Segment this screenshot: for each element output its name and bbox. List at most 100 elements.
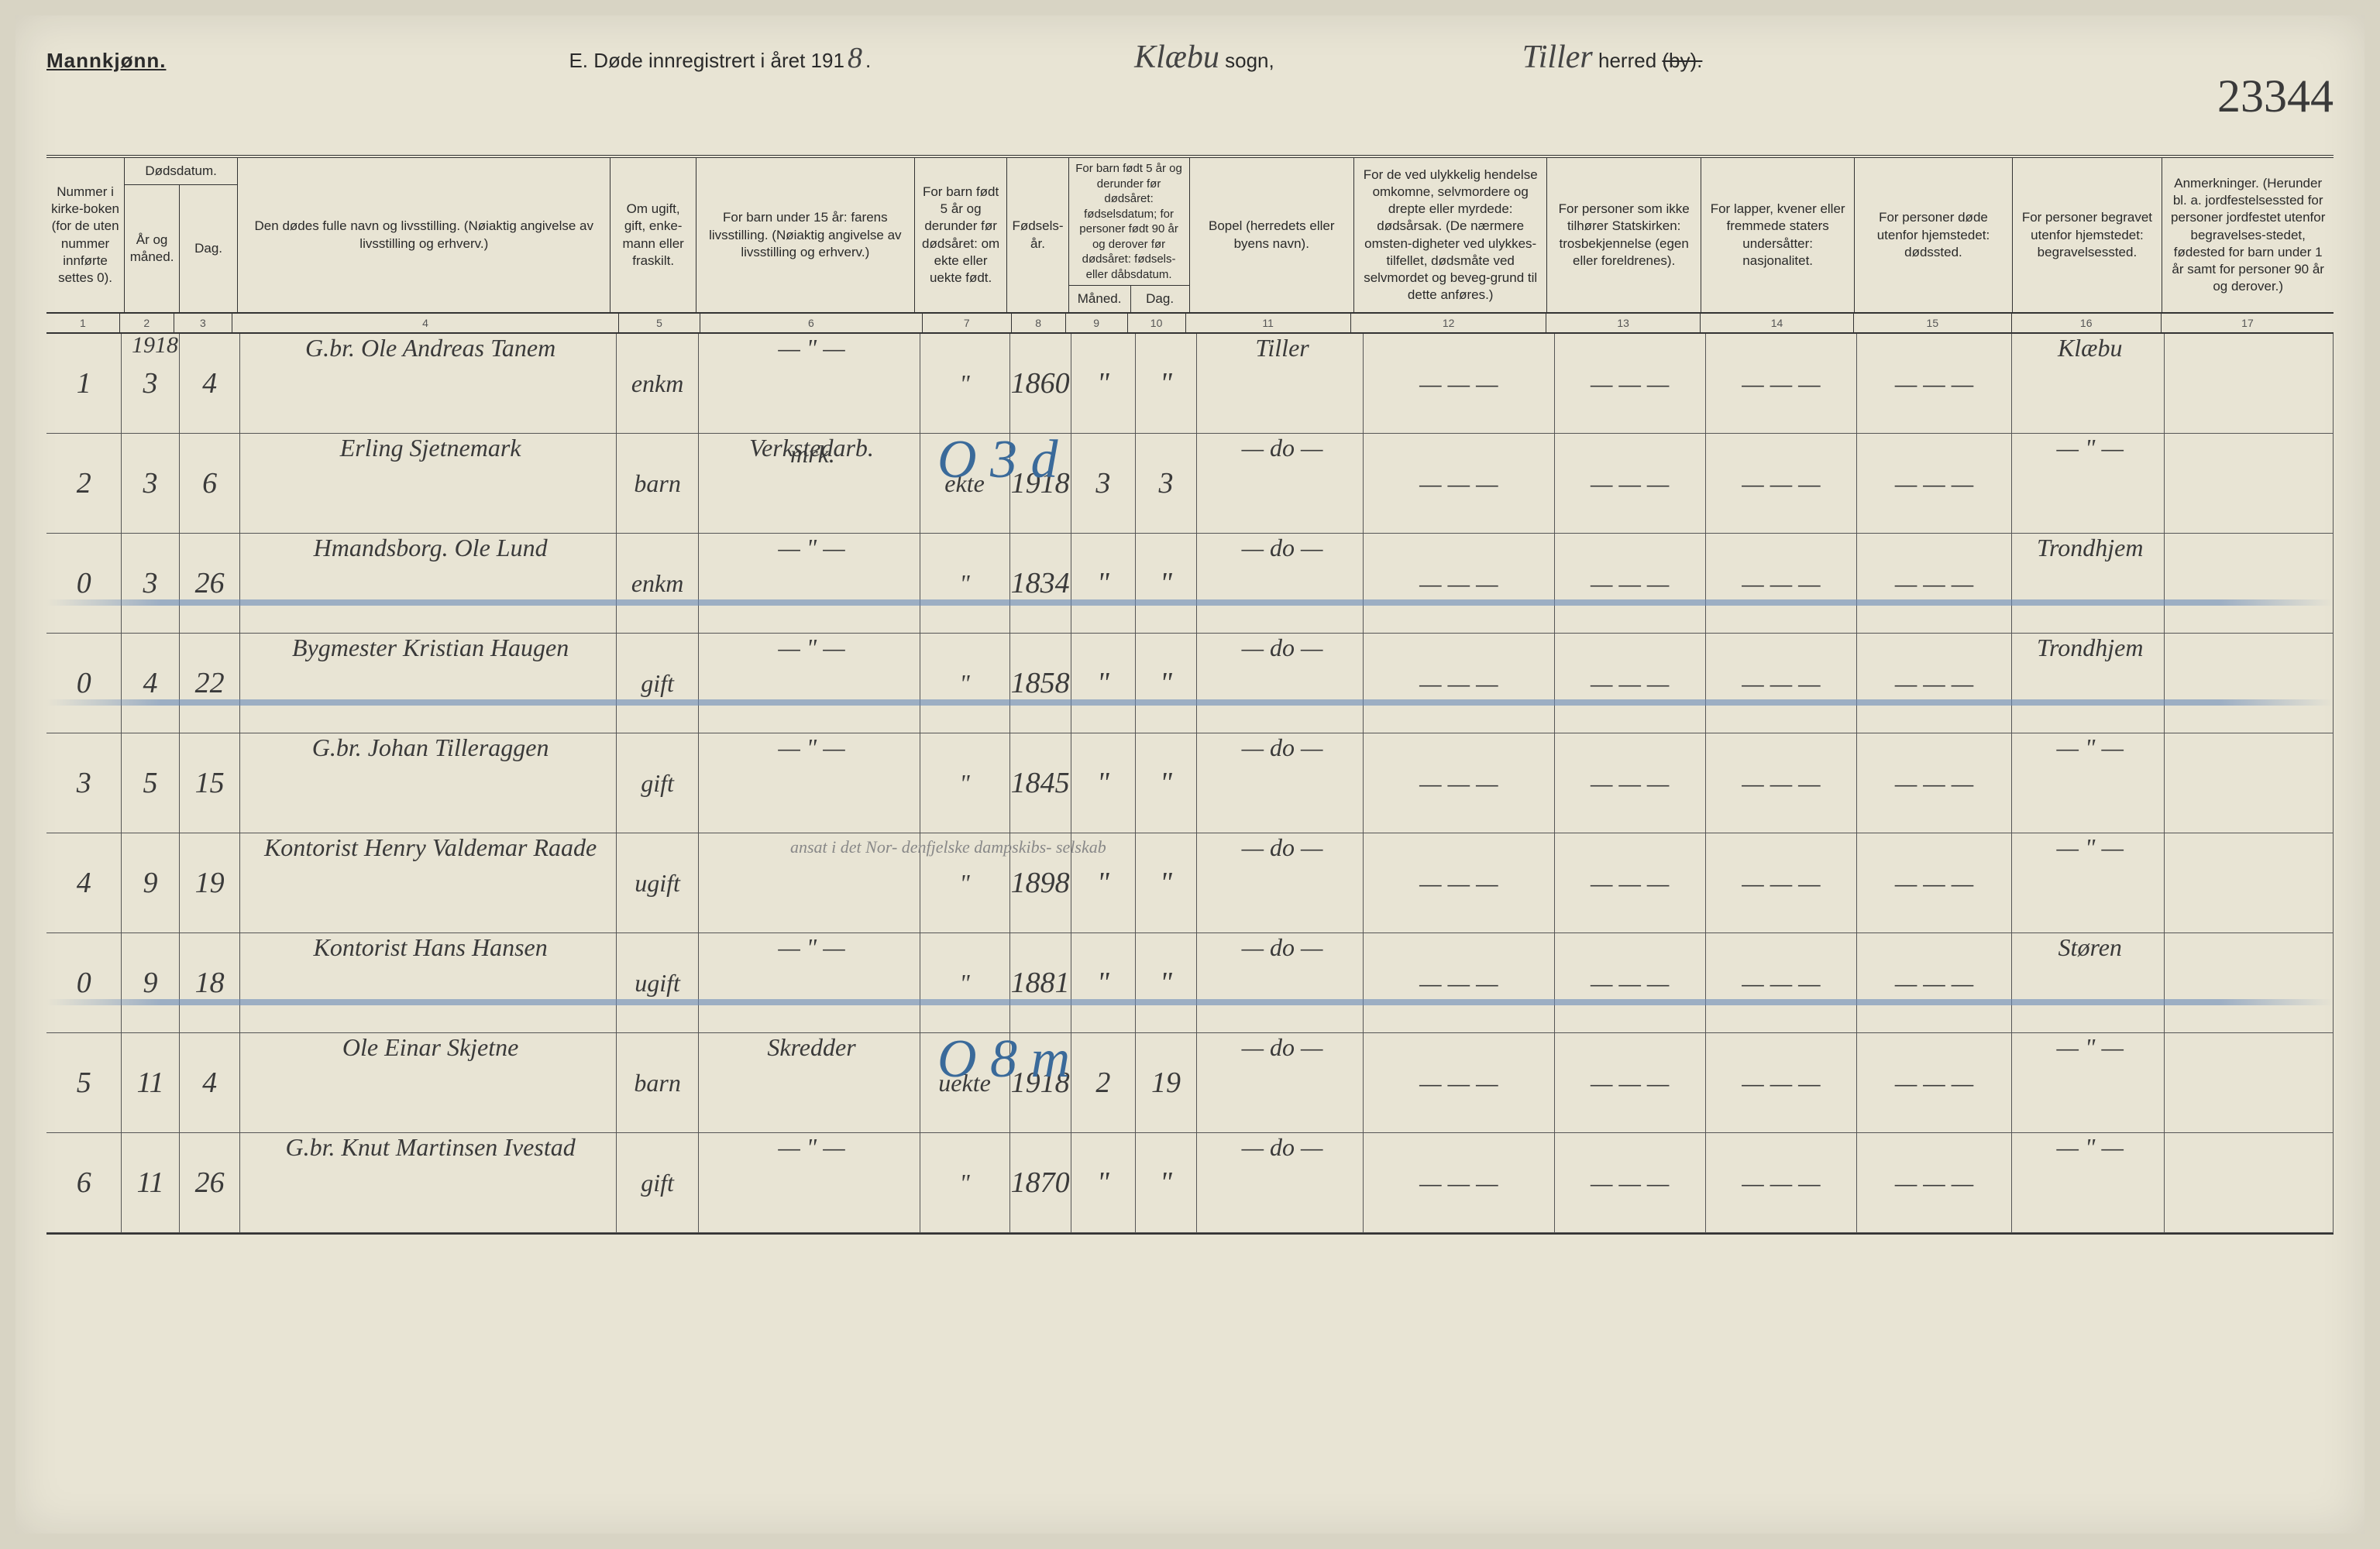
cell: 2 xyxy=(46,434,122,533)
cell: 1858 xyxy=(1010,634,1071,733)
colnum: 12 xyxy=(1351,314,1547,332)
cell: 3 xyxy=(46,733,122,833)
colnum: 16 xyxy=(2012,314,2162,332)
ledger-page: Mannkjønn. E. Døde innregistrert i året … xyxy=(15,15,2365,1534)
cell: — — — xyxy=(1555,1133,1706,1232)
cell: — — — xyxy=(1706,933,1857,1032)
col-header: Den dødes fulle navn og livsstilling. (N… xyxy=(238,158,610,312)
cell: 4 xyxy=(122,634,179,733)
col-header: Nummer i kirke-boken (for de uten nummer… xyxy=(46,158,125,312)
cell: 1834 xyxy=(1010,534,1071,633)
table-row: 1918134G.br. Ole Andreas Tanemenkm— " —"… xyxy=(46,334,2334,434)
cell: 1870 xyxy=(1010,1133,1071,1232)
cell: " xyxy=(920,933,1010,1032)
cell: 4 xyxy=(180,334,241,433)
cell: 6 xyxy=(46,1133,122,1232)
col-header: For de ved ulykkelig hendelse omkomne, s… xyxy=(1354,158,1547,312)
col-header: Dag. xyxy=(180,185,237,312)
cell: — — — xyxy=(1706,733,1857,833)
cell: 9 xyxy=(122,833,179,932)
faint-note: ansat i det Nor- denfjelske dampskibs- s… xyxy=(790,838,1106,857)
cell: — — — xyxy=(1857,534,2012,633)
cell: 0 xyxy=(46,933,122,1032)
cell: " xyxy=(1071,334,1137,433)
cell: " xyxy=(920,634,1010,733)
cell: — — — xyxy=(1364,334,1554,433)
cell: — " — xyxy=(699,334,920,433)
cell: " xyxy=(920,534,1010,633)
cell: 3 xyxy=(122,534,179,633)
cell xyxy=(2165,534,2334,633)
cell: 3 xyxy=(1136,434,1197,533)
cell: — do — xyxy=(1197,534,1364,633)
col-header: For barn født 5 år og derunder før dødså… xyxy=(1069,158,1189,286)
cell: G.br. Johan Tilleraggen xyxy=(240,733,616,833)
cell: — — — xyxy=(1706,634,1857,733)
cell: " xyxy=(1136,833,1197,932)
cell: 3 xyxy=(122,434,179,533)
cell xyxy=(2165,434,2334,533)
cell: Kontorist Hans Hansen xyxy=(240,933,616,1032)
cell: — " — xyxy=(2012,1033,2165,1132)
cell: — — — xyxy=(1364,1033,1554,1132)
cell: — " — xyxy=(2012,733,2165,833)
table-row: 61126G.br. Knut Martinsen Ivestadgift— "… xyxy=(46,1133,2334,1233)
cell: — " — xyxy=(699,733,920,833)
col-header-group-date: Dødsdatum. År og måned. Dag. xyxy=(125,158,238,312)
colnum: 7 xyxy=(923,314,1012,332)
cell: enkm xyxy=(617,334,700,433)
cell: " xyxy=(920,1133,1010,1232)
top-note: mrk. xyxy=(790,440,835,469)
cell: — — — xyxy=(1857,1133,2012,1232)
cell: — — — xyxy=(1364,434,1554,533)
cell: — — — xyxy=(1555,733,1706,833)
herred-value: Tiller xyxy=(1522,39,1593,75)
title-prefix: E. Døde innregistrert i året 191 xyxy=(569,49,844,72)
title-year: 8 xyxy=(844,42,865,74)
cell: — — — xyxy=(1857,833,2012,932)
cell: — " — xyxy=(699,534,920,633)
cell: — — — xyxy=(1364,534,1554,633)
cell: — — — xyxy=(1857,634,2012,733)
table-row: 3515G.br. Johan Tilleraggengift— " —"184… xyxy=(46,733,2334,833)
gender-label: Mannkjønn. xyxy=(46,49,166,73)
cell: — do — xyxy=(1197,733,1364,833)
cell: — " — xyxy=(2012,833,2165,932)
cell: Bygmester Kristian Haugen xyxy=(240,634,616,733)
sogn-value: Klæbu xyxy=(1134,39,1219,75)
col-header-group-birth: For barn født 5 år og derunder før dødså… xyxy=(1069,158,1190,312)
cell: 22 xyxy=(180,634,241,733)
colnum: 4 xyxy=(232,314,619,332)
col-header: År og måned. xyxy=(125,185,180,312)
table-row: 0918Kontorist Hans Hansenugift— " —"1881… xyxy=(46,933,2334,1033)
cell: G.br. Knut Martinsen Ivestad xyxy=(240,1133,616,1232)
cell: gift xyxy=(617,733,700,833)
cell: Kontorist Henry Valdemar Raade xyxy=(240,833,616,932)
cell: — — — xyxy=(1364,634,1554,733)
cell: Tiller xyxy=(1197,334,1364,433)
cell: Erling Sjetnemark xyxy=(240,434,616,533)
cell: Støren xyxy=(2012,933,2165,1032)
col-header: Fødsels-år. xyxy=(1007,158,1068,312)
colnum: 15 xyxy=(1854,314,2011,332)
blue-annotation: O 8 m xyxy=(937,1029,1070,1090)
cell: — do — xyxy=(1197,634,1364,733)
col-header: Dag. xyxy=(1131,286,1189,312)
cell: 19 xyxy=(180,833,241,932)
col-header: Måned. xyxy=(1069,286,1131,312)
cell: — do — xyxy=(1197,933,1364,1032)
colnum: 9 xyxy=(1066,314,1128,332)
cell: 26 xyxy=(180,1133,241,1232)
cell: — — — xyxy=(1555,933,1706,1032)
col-header: Om ugift, gift, enke-mann eller fraskilt… xyxy=(610,158,696,312)
cell: — " — xyxy=(699,1133,920,1232)
blue-strike xyxy=(46,699,2334,706)
cell: — — — xyxy=(1857,933,2012,1032)
data-rows: 1918134G.br. Ole Andreas Tanemenkm— " —"… xyxy=(46,334,2334,1233)
cell: — — — xyxy=(1706,1133,1857,1232)
herred-struck: (by). xyxy=(1662,49,1702,72)
cell: 5 xyxy=(122,733,179,833)
title: E. Døde innregistrert i året 1918. xyxy=(569,41,871,75)
colnum: 13 xyxy=(1546,314,1700,332)
cell: — — — xyxy=(1706,833,1857,932)
